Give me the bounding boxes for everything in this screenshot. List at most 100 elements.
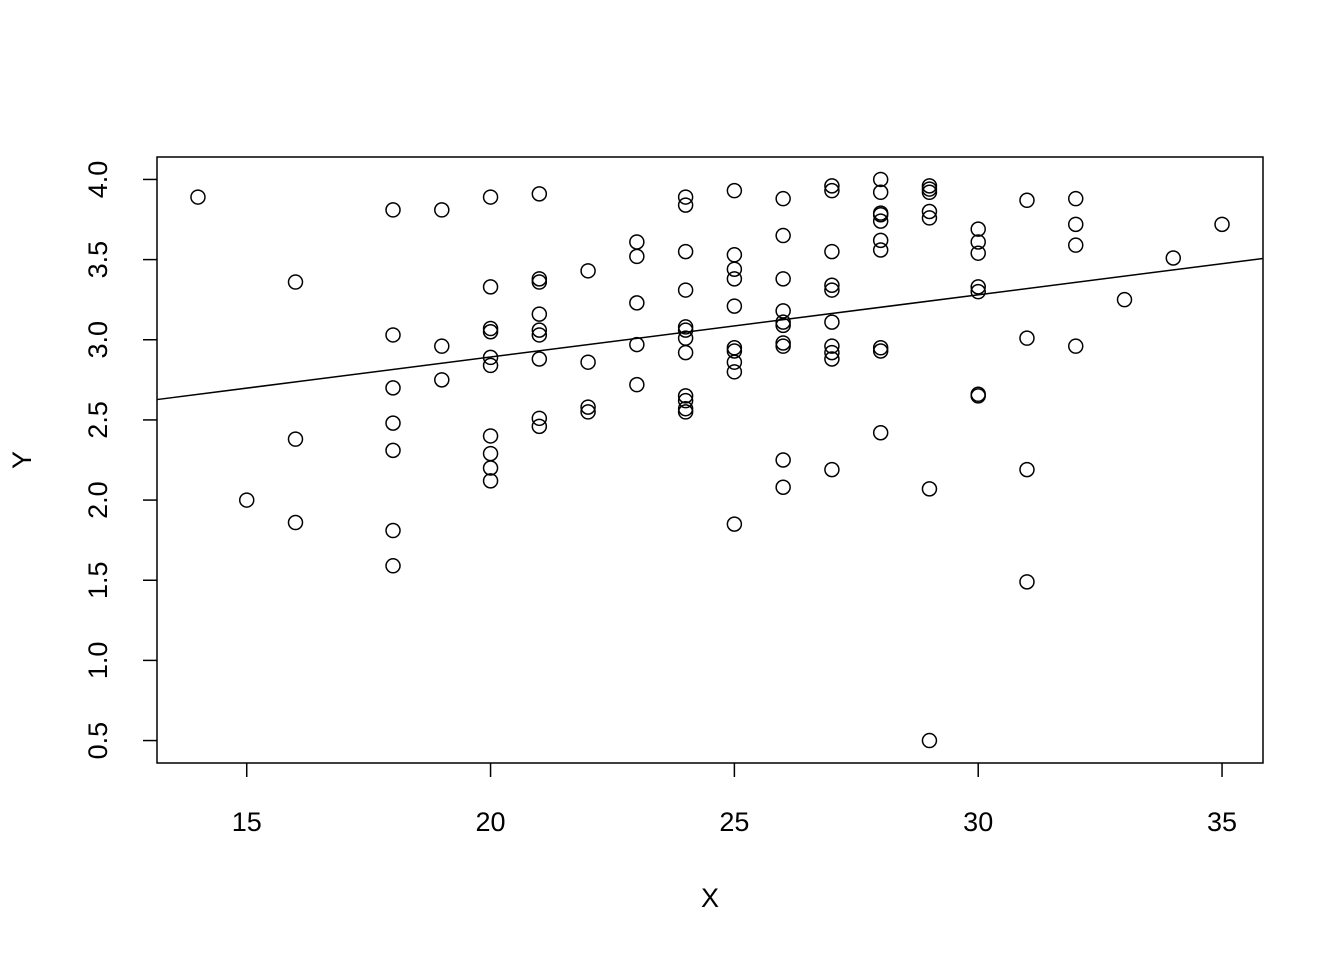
point	[970, 279, 986, 295]
point	[970, 283, 986, 300]
point	[775, 271, 791, 287]
point	[921, 732, 938, 749]
point	[726, 261, 743, 277]
point	[1019, 574, 1035, 590]
point	[531, 351, 548, 367]
x-tick-label: 20	[476, 807, 506, 837]
point	[385, 522, 401, 539]
x-axis-label: X	[701, 883, 719, 913]
point	[629, 234, 645, 250]
point	[921, 210, 938, 226]
point	[677, 282, 694, 298]
point	[824, 351, 840, 367]
point	[677, 189, 694, 205]
point	[726, 364, 743, 380]
point	[531, 274, 548, 290]
point	[531, 418, 548, 435]
y-tick-label: 2.5	[83, 401, 113, 439]
point	[482, 460, 499, 476]
point	[775, 338, 791, 354]
point	[677, 392, 694, 409]
point	[775, 335, 791, 351]
point	[824, 461, 840, 478]
point	[385, 442, 401, 459]
point	[872, 206, 889, 223]
point	[970, 388, 986, 404]
point	[824, 277, 840, 294]
point	[872, 424, 889, 441]
point	[629, 376, 645, 393]
x-tick-label: 35	[1207, 807, 1237, 837]
point	[824, 338, 840, 354]
point	[531, 306, 548, 322]
fit-line	[156, 257, 1264, 401]
point	[1067, 190, 1084, 207]
point	[726, 516, 743, 532]
point	[970, 245, 986, 261]
point	[385, 380, 401, 396]
point	[677, 322, 694, 338]
point	[824, 182, 840, 199]
point	[482, 189, 499, 205]
y-tick-label: 4.0	[83, 161, 113, 199]
x-tick-label: 25	[719, 807, 749, 837]
point	[629, 336, 645, 353]
point	[872, 340, 889, 356]
point	[921, 184, 938, 201]
point	[287, 514, 304, 531]
point	[385, 558, 401, 574]
point	[629, 248, 645, 265]
point	[775, 317, 791, 334]
x-tick-label: 30	[963, 807, 993, 837]
point	[677, 344, 694, 361]
point	[482, 320, 499, 337]
point	[775, 190, 791, 207]
point	[580, 263, 596, 279]
y-tick-label: 2.0	[83, 481, 113, 519]
point	[580, 404, 596, 420]
point	[872, 343, 889, 359]
point	[970, 234, 986, 250]
point	[872, 213, 889, 229]
point	[1214, 216, 1230, 233]
point	[482, 323, 499, 340]
point	[629, 295, 645, 311]
point	[824, 178, 840, 194]
y-tick-label: 1.5	[83, 561, 113, 599]
point	[824, 344, 840, 361]
y-tick-label: 0.5	[83, 722, 113, 760]
point	[726, 271, 743, 287]
point	[775, 227, 791, 244]
point	[872, 171, 889, 188]
point	[434, 202, 450, 218]
point	[726, 182, 743, 199]
point	[775, 479, 791, 496]
point	[1067, 237, 1084, 253]
point	[726, 298, 743, 314]
point	[385, 415, 401, 431]
point	[482, 428, 499, 444]
point	[385, 202, 401, 218]
point	[482, 445, 499, 462]
point	[482, 473, 499, 489]
point	[726, 340, 743, 356]
point	[385, 327, 401, 343]
point	[677, 243, 694, 260]
y-tick-label: 1.0	[83, 642, 113, 680]
point	[1019, 461, 1035, 478]
point	[726, 343, 743, 359]
point	[921, 181, 938, 197]
point	[1067, 338, 1084, 354]
y-tick-label: 3.5	[83, 241, 113, 279]
point	[580, 354, 596, 370]
point	[1165, 250, 1182, 266]
point	[872, 242, 889, 258]
x-tick-label: 15	[232, 807, 262, 837]
point	[1019, 192, 1035, 209]
y-axis-label: Y	[7, 451, 37, 469]
point	[921, 203, 938, 220]
point	[434, 338, 450, 354]
point	[824, 314, 840, 330]
plot-frame	[156, 156, 1264, 764]
